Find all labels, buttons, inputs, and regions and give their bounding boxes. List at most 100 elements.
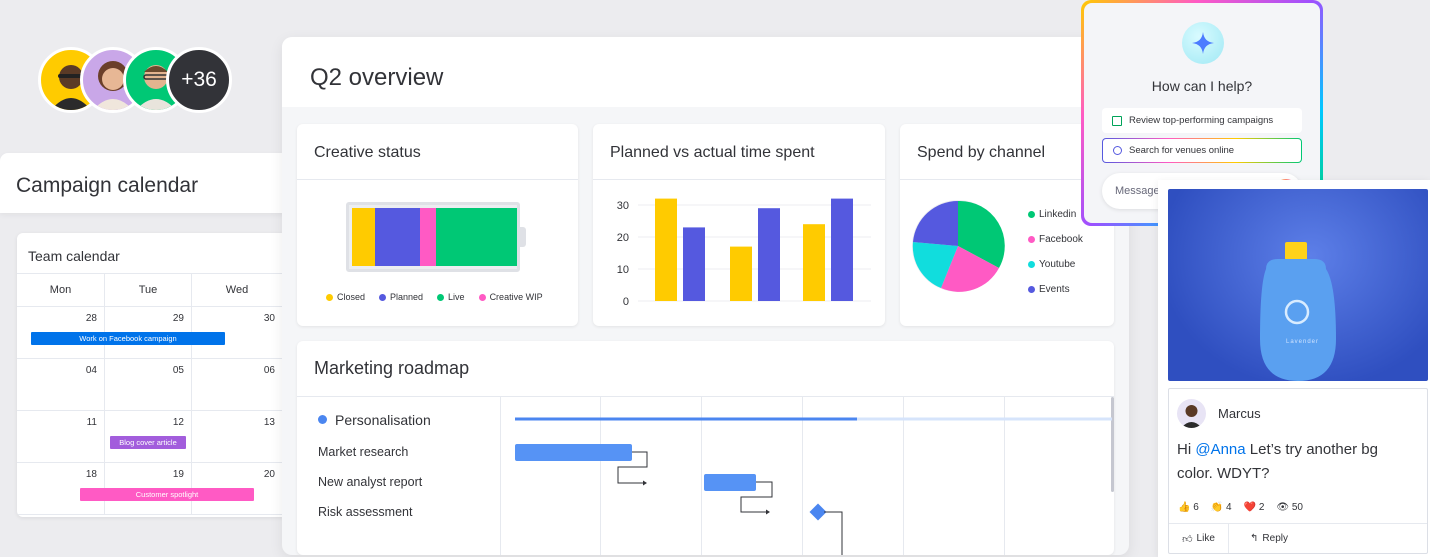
y-tick-label: 20 <box>617 232 629 244</box>
ai-title: How can I help? <box>1151 78 1253 94</box>
reply-icon: ↰ <box>1250 533 1259 544</box>
legend-item: Creative WIP <box>478 292 543 302</box>
product-brand: Lavender <box>1286 339 1320 345</box>
product-image[interactable]: Lavender <box>1168 189 1428 381</box>
roadmap-item[interactable]: New analyst report <box>318 475 423 489</box>
time-spent-widget[interactable]: Planned vs actual time spent 30 20 10 0 <box>593 124 885 326</box>
dashboard-panel: Q2 overview Creative status Closed Plann… <box>282 37 1129 555</box>
mention-link[interactable]: @Anna <box>1195 441 1246 458</box>
day-number: 30 <box>263 313 275 324</box>
comment-greeting: Hi <box>1177 441 1196 458</box>
like-icon: 👍︎ <box>1182 533 1193 545</box>
divider <box>900 179 1114 180</box>
event-blog-cover[interactable]: Blog cover article <box>110 436 186 449</box>
calendar-day[interactable]: 06 <box>192 359 283 410</box>
dashboard-header: Q2 overview <box>282 37 1129 107</box>
suggestion-search-venues[interactable]: Search for venues online <box>1102 138 1302 163</box>
avatar[interactable] <box>1177 399 1206 428</box>
segment-planned <box>375 208 420 266</box>
calendar-day[interactable]: 04 <box>17 359 105 410</box>
legend-label: Events <box>1039 284 1070 295</box>
weekday-mon: Mon <box>17 274 105 306</box>
bar[interactable] <box>655 198 677 301</box>
bar[interactable] <box>730 246 752 301</box>
column-divider <box>701 397 702 555</box>
campaign-calendar-title: Campaign calendar <box>16 174 199 197</box>
widget-title: Spend by channel <box>917 144 1046 161</box>
sparkle-icon <box>1182 22 1224 64</box>
slice-linkedin <box>958 200 1005 268</box>
legend-item: Planned <box>379 292 423 302</box>
column-divider <box>1004 397 1005 555</box>
bar[interactable] <box>758 208 780 301</box>
like-button[interactable]: 👍︎ Like <box>1169 524 1229 553</box>
dependency-arrow <box>740 481 773 513</box>
day-number: 18 <box>85 469 97 480</box>
legend-item: Live <box>437 292 465 302</box>
milestone-icon[interactable] <box>809 503 827 521</box>
heart-icon: ❤️ <box>1243 502 1257 513</box>
search-icon <box>1113 146 1122 155</box>
collaborator-avatars: +36 <box>38 47 238 113</box>
bar-chart: 30 20 10 0 <box>617 198 871 308</box>
eye-icon: 👁 <box>1276 502 1290 513</box>
bar[interactable] <box>803 224 825 301</box>
reaction-clap[interactable]: 👏 4 <box>1211 502 1232 513</box>
calendar-day[interactable]: 13 <box>192 411 283 462</box>
comment-body: Let’s try another bg color. WDYT? <box>1177 441 1378 482</box>
ai-sidekick-panel: How can I help? Review top-performing ca… <box>1081 0 1323 226</box>
legend-item: Events <box>1028 277 1083 302</box>
event-facebook-campaign[interactable]: Work on Facebook campaign <box>31 332 225 345</box>
weekday-wed: Wed <box>192 274 283 306</box>
scrollbar[interactable] <box>1111 397 1114 492</box>
page-title: Q2 overview <box>310 64 444 91</box>
calendar-day[interactable]: 12 <box>105 411 192 462</box>
spend-widget[interactable]: Spend by channel Linkedin Facebook Youtu… <box>900 124 1114 326</box>
bar[interactable] <box>831 198 853 301</box>
bar[interactable] <box>683 227 705 301</box>
creative-status-widget[interactable]: Creative status Closed Planned Live Crea… <box>297 124 578 326</box>
legend-label: Closed <box>337 292 366 302</box>
reply-button[interactable]: ↰ Reply <box>1229 524 1309 553</box>
roadmap-item[interactable]: Risk assessment <box>318 505 413 519</box>
team-calendar: Team calendar Mon Tue Wed 28 29 30 Work … <box>17 233 283 517</box>
calendar-day[interactable]: 11 <box>17 411 105 462</box>
event-customer-spotlight[interactable]: Customer spotlight <box>80 488 254 501</box>
column-divider <box>600 397 601 555</box>
team-calendar-title: Team calendar <box>28 248 120 264</box>
roadmap-item[interactable]: Market research <box>318 445 409 459</box>
day-number: 05 <box>172 365 184 376</box>
reaction-count: 2 <box>1258 502 1265 513</box>
reaction-heart[interactable]: ❤️ 2 <box>1244 502 1265 513</box>
clap-icon: 👏 <box>1210 502 1224 513</box>
day-number: 13 <box>263 417 275 428</box>
calendar-week: 11 12 13 Blog cover article <box>17 411 283 463</box>
roadmap-group[interactable]: Personalisation <box>318 412 431 428</box>
legend-label: Creative WIP <box>489 292 543 302</box>
dependency-arrow <box>824 511 843 555</box>
gantt-chart <box>515 417 1112 555</box>
campaign-calendar-header: Campaign calendar <box>0 153 285 213</box>
reaction-count: 6 <box>1193 502 1199 513</box>
roadmap-widget[interactable]: Marketing roadmap Personalisation Market… <box>297 341 1114 555</box>
gantt-bar[interactable] <box>704 474 756 491</box>
legend-label: Facebook <box>1039 234 1083 245</box>
suggestion-review-campaigns[interactable]: Review top-performing campaigns <box>1102 108 1302 133</box>
slice-facebook <box>941 246 999 292</box>
gantt-bar[interactable] <box>515 444 632 461</box>
legend-item: Closed <box>326 292 365 302</box>
y-tick-label: 0 <box>623 296 629 308</box>
reaction-count: 4 <box>1226 502 1232 513</box>
creative-legend: Closed Planned Live Creative WIP <box>326 292 543 302</box>
more-members-badge[interactable]: +36 <box>166 47 232 113</box>
battery-chart <box>346 202 526 272</box>
slice-youtube <box>912 242 958 288</box>
widget-title: Creative status <box>314 144 421 161</box>
like-label: Like <box>1196 533 1215 544</box>
y-tick-label: 30 <box>617 200 629 212</box>
legend-label: Youtube <box>1039 259 1076 270</box>
y-tick-label: 10 <box>617 264 629 276</box>
reaction-thumbs-up[interactable]: 👍 6 <box>1178 502 1199 513</box>
suggestion-label: Review top-performing campaigns <box>1129 115 1274 126</box>
calendar-day[interactable]: 05 <box>105 359 192 410</box>
